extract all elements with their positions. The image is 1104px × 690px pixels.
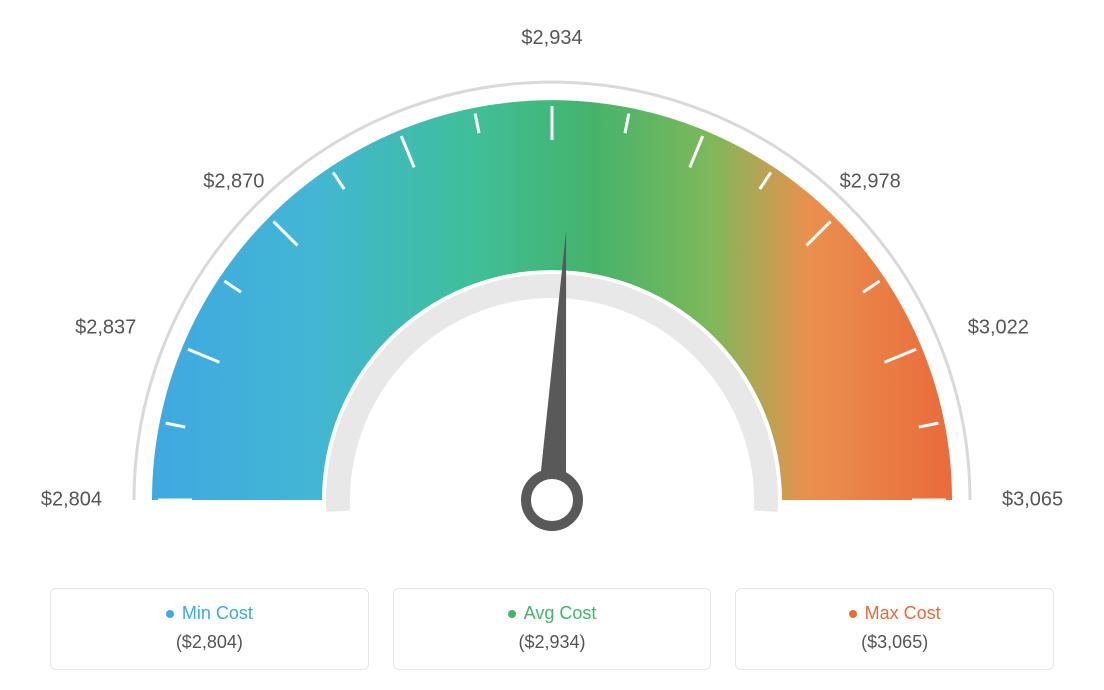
gauge-tick-label: $2,934 <box>521 27 582 50</box>
legend-value-max: ($3,065) <box>736 632 1053 653</box>
legend-card-min: Min Cost ($2,804) <box>50 588 369 670</box>
gauge-tick-label: $2,870 <box>203 170 264 193</box>
legend-value-avg: ($2,934) <box>394 632 711 653</box>
legend-title-avg: Avg Cost <box>508 603 597 624</box>
legend-card-avg: Avg Cost ($2,934) <box>393 588 712 670</box>
legend-title-min: Min Cost <box>166 603 253 624</box>
gauge-tick-label: $2,804 <box>41 489 102 512</box>
dot-icon <box>849 610 857 618</box>
gauge-tick-label: $2,837 <box>75 316 136 339</box>
legend-label: Min Cost <box>182 603 253 624</box>
legend-value-min: ($2,804) <box>51 632 368 653</box>
gauge-tick-label: $3,022 <box>968 316 1029 339</box>
legend-row: Min Cost ($2,804) Avg Cost ($2,934) Max … <box>50 588 1054 670</box>
gauge-chart <box>0 0 1104 560</box>
legend-label: Avg Cost <box>524 603 597 624</box>
gauge-tick-label: $3,065 <box>1002 489 1063 512</box>
dot-icon <box>508 610 516 618</box>
legend-label: Max Cost <box>865 603 941 624</box>
gauge-tick-label: $2,978 <box>840 170 901 193</box>
legend-title-max: Max Cost <box>849 603 941 624</box>
legend-card-max: Max Cost ($3,065) <box>735 588 1054 670</box>
dot-icon <box>166 610 174 618</box>
cost-gauge-container: $2,804 $2,837 $2,870 $2,934 $2,978 $3,022 $3,0… <box>0 0 1104 690</box>
